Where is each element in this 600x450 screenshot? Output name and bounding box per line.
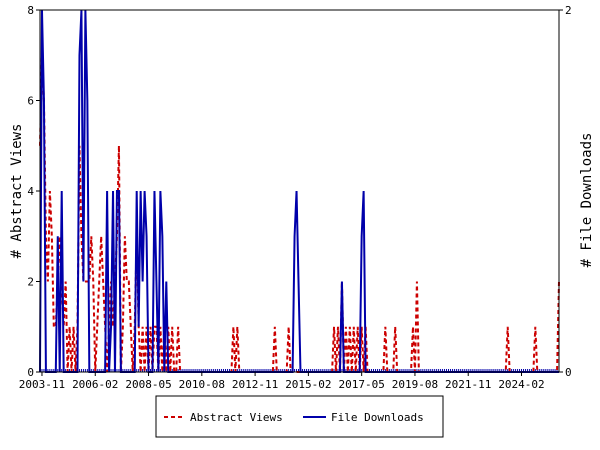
left-y-tick-label: 0 [27,366,34,379]
x-tick-label: 2021-11 [445,378,491,391]
legend-label-file-downloads: File Downloads [331,411,424,424]
right-axis-ticks: 02 [559,4,572,379]
left-axis-title: # Abstract Views [9,124,25,259]
legend-label-abstract-views: Abstract Views [190,411,283,424]
x-tick-label: 2010-08 [179,378,225,391]
x-tick-label: 2017-05 [338,378,384,391]
right-y-tick-label: 2 [565,4,572,17]
x-tick-label: 2024-02 [498,378,544,391]
series-layer [39,9,560,373]
legend-box [155,395,444,438]
x-tick-label: 2008-05 [125,378,171,391]
right-y-tick-label: 0 [565,366,572,379]
left-y-tick-label: 8 [27,4,34,17]
left-y-tick-label: 6 [27,95,34,108]
left-y-tick-label: 4 [27,185,34,198]
x-tick-label: 2015-02 [285,378,331,391]
left-y-tick-label: 2 [27,276,34,289]
x-tick-label: 2019-08 [392,378,438,391]
right-axis-title: # File Downloads [579,133,595,268]
series-line-file-downloads [39,9,559,373]
x-tick-label: 2012-11 [232,378,278,391]
x-axis-labels: 2003-11 2006-02 2008-05 2010-08 2012-11 2015-… [19,372,545,391]
legend: Abstract Views File Downloads [155,395,444,438]
x-tick-label: 2006-02 [72,378,118,391]
left-axis-ticks: 0 2 4 6 8 [27,4,40,379]
x-tick-label: 2003-11 [19,378,65,391]
